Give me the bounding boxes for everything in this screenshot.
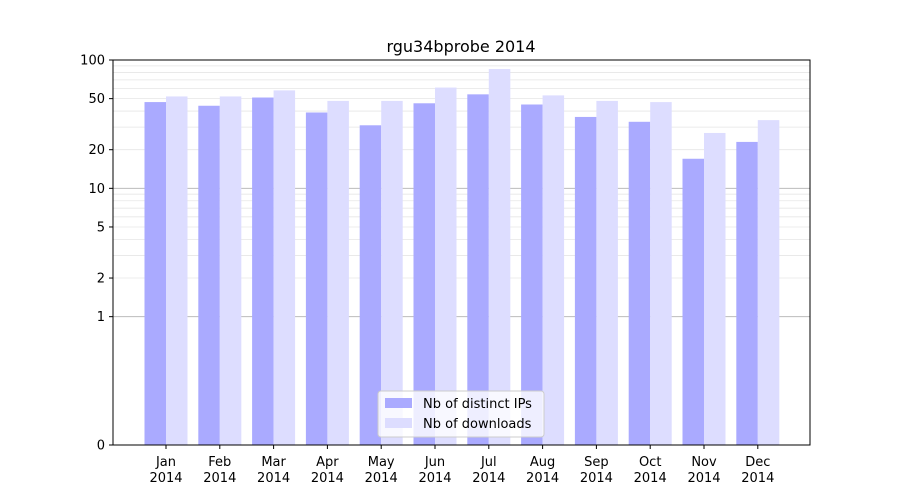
bar-distinct-ips xyxy=(628,121,651,445)
legend: Nb of distinct IPs Nb of downloads xyxy=(377,390,545,438)
y-tick-label: 50 xyxy=(88,92,105,107)
y-tick-label: 5 xyxy=(97,220,105,235)
bar-distinct-ips xyxy=(467,94,489,445)
x-tick-label: Dec 2014 xyxy=(741,455,774,486)
bar-downloads xyxy=(381,100,403,445)
bar-distinct-ips xyxy=(521,104,543,445)
x-tick-label: Nov 2014 xyxy=(687,455,720,486)
bar-distinct-ips xyxy=(736,141,758,445)
legend-swatch xyxy=(385,418,412,428)
x-tick-label: Jul 2014 xyxy=(472,455,505,486)
chart-title: rgu34bprobe 2014 xyxy=(386,37,535,56)
y-tick-label: 0 xyxy=(97,439,105,454)
bar-distinct-ips xyxy=(144,102,166,445)
x-tick-label: Sep 2014 xyxy=(580,455,613,486)
bar-downloads xyxy=(435,87,457,445)
x-tick-label: Feb 2014 xyxy=(203,455,236,486)
bar-downloads xyxy=(273,90,296,445)
y-tick-label: 100 xyxy=(80,54,105,69)
bar-distinct-ips xyxy=(574,116,597,446)
legend-box xyxy=(377,390,545,438)
x-tick-label: Aug 2014 xyxy=(526,455,559,486)
x-tick-label: Jan 2014 xyxy=(149,455,182,486)
bar-downloads xyxy=(219,96,242,446)
bar-downloads xyxy=(542,95,565,446)
x-tick-label: May 2014 xyxy=(365,455,398,486)
bar-downloads xyxy=(488,69,511,445)
bar-distinct-ips xyxy=(359,125,382,446)
legend-swatch xyxy=(385,398,412,408)
bar-downloads xyxy=(327,100,349,445)
x-axis: Jan 2014 Feb 2014 Mar 2014 Apr 2014 May 2014 Jun 20… xyxy=(149,445,774,486)
x-tick-label: Apr 2014 xyxy=(311,455,344,486)
y-tick-label: 2 xyxy=(97,272,105,287)
x-tick-label: Mar 2014 xyxy=(257,455,290,486)
y-tick-label: 10 xyxy=(88,182,105,197)
bar-downloads xyxy=(757,120,780,446)
y-tick-label: 20 xyxy=(88,143,105,158)
y-axis: 0 1 2 5 10 20 50 100 xyxy=(80,54,113,454)
bar-distinct-ips xyxy=(305,112,328,445)
bar-distinct-ips xyxy=(252,97,274,445)
x-tick-label: Oct 2014 xyxy=(634,455,667,486)
bar-downloads xyxy=(166,96,188,446)
x-tick-label: Jun 2014 xyxy=(418,455,451,486)
bar-distinct-ips xyxy=(198,105,220,446)
plot-frame xyxy=(112,59,811,446)
legend-label: Nb of distinct IPs xyxy=(423,397,532,412)
bar-downloads xyxy=(704,132,726,446)
bar-distinct-ips xyxy=(413,103,435,445)
bar-downloads xyxy=(650,102,672,445)
legend-label: Nb of downloads xyxy=(423,417,532,432)
bar-downloads xyxy=(596,100,618,445)
y-tick-label: 1 xyxy=(97,310,105,325)
bar-distinct-ips xyxy=(682,158,704,446)
bars xyxy=(144,69,780,446)
